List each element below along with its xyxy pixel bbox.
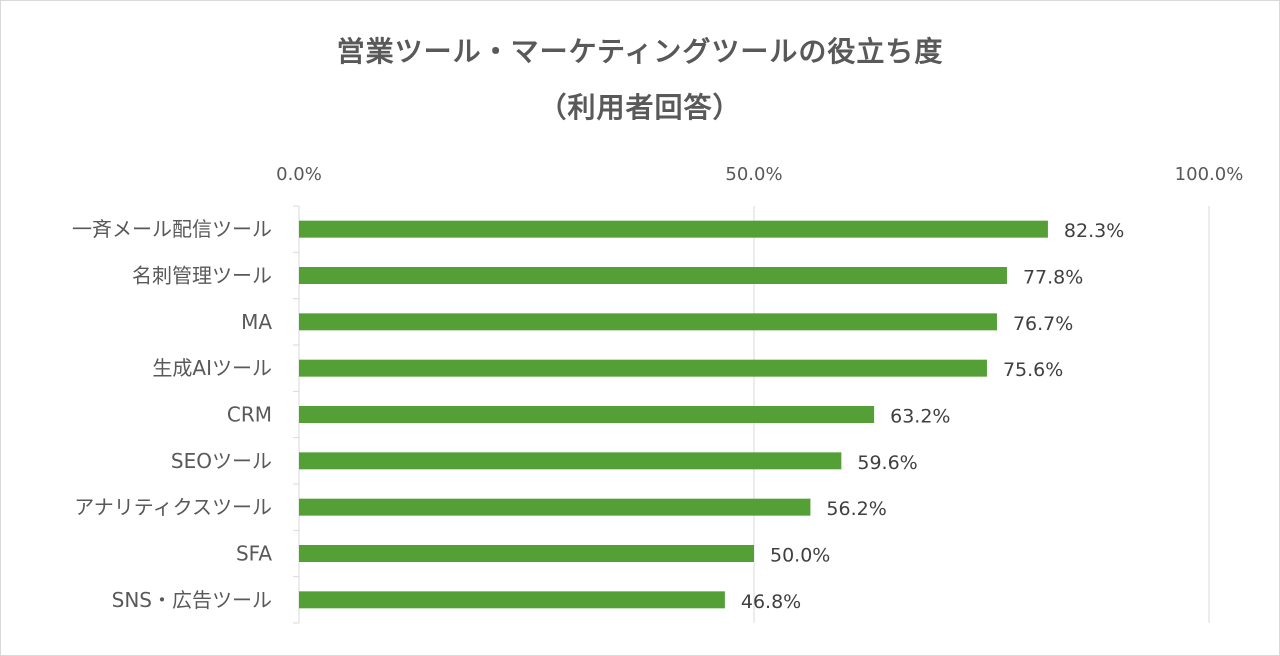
x-tick-label-1: 50.0%	[725, 164, 782, 185]
bar-1	[299, 267, 1007, 284]
category-label-6: アナリティクスツール	[74, 495, 272, 519]
x-tick-label-2: 100.0%	[1175, 164, 1244, 185]
data-label-1: 77.8%	[1023, 267, 1083, 289]
category-label-4: CRM	[227, 403, 272, 427]
bar-0	[299, 220, 1048, 238]
bar-7	[299, 545, 754, 562]
data-label-8: 46.8%	[741, 591, 801, 613]
bar-4	[299, 406, 875, 423]
data-label-2: 76.7%	[1013, 313, 1073, 335]
data-label-0: 82.3%	[1064, 220, 1124, 242]
chart-subtitle: （利用者回答）	[538, 91, 742, 124]
data-label-6: 56.2%	[826, 498, 886, 520]
data-label-5: 59.6%	[857, 452, 917, 474]
category-label-0: 一斉メール配信ツール	[72, 217, 272, 241]
category-label-5: SEOツール	[171, 449, 272, 473]
data-label-4: 63.2%	[890, 406, 950, 428]
bar-2	[299, 313, 997, 331]
data-label-3: 75.6%	[1003, 359, 1063, 381]
category-label-7: SFA	[236, 542, 272, 566]
category-label-2: MA	[241, 310, 272, 334]
data-label-7: 50.0%	[770, 545, 830, 567]
chart-title: 営業ツール・マーケティングツールの役立ち度	[336, 35, 944, 68]
category-label-8: SNS・広告ツール	[112, 588, 272, 612]
category-label-1: 名刺管理ツール	[132, 264, 272, 288]
x-tick-label-0: 0.0%	[276, 164, 322, 185]
category-label-3: 生成AIツール	[152, 356, 272, 380]
bar-6	[299, 498, 811, 516]
bar-3	[299, 359, 987, 377]
bar-5	[299, 452, 842, 470]
bar-8	[299, 591, 725, 609]
